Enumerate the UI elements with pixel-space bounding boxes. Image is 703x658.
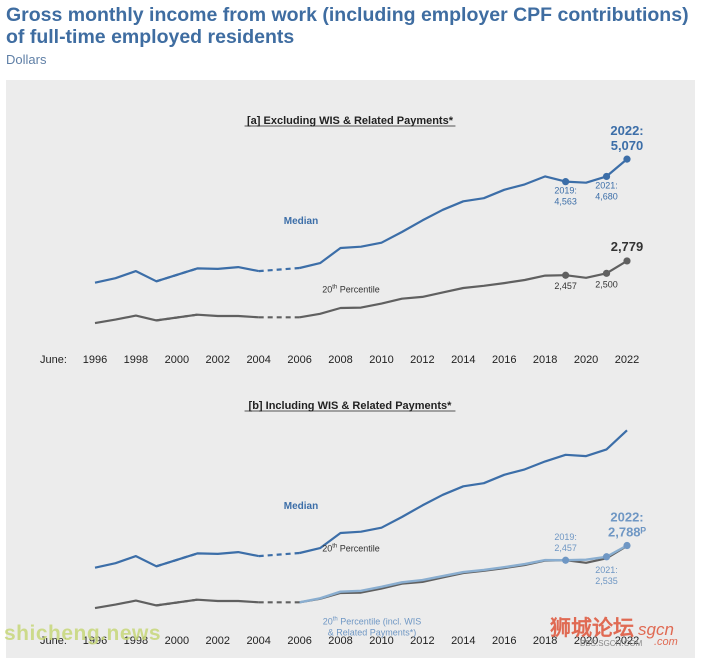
series-line xyxy=(299,544,628,604)
data-point-label: 2,779 xyxy=(611,239,644,254)
forum-logo: 狮城论坛 sgcn .com BBS.SGCN.COM xyxy=(550,612,678,648)
data-point-label: 2022: xyxy=(610,510,643,525)
data-point-marker xyxy=(562,178,570,186)
watermark-text: shicheng.news xyxy=(4,622,162,645)
data-point-marker xyxy=(602,553,611,561)
series-dashed-line xyxy=(156,267,198,283)
series-dashed-line xyxy=(156,313,198,322)
data-point-marker xyxy=(623,155,631,163)
x-tick-label: 2010 xyxy=(369,354,393,366)
data-point-marker xyxy=(562,271,570,279)
series-dashed-line xyxy=(156,552,198,568)
data-point-marker xyxy=(602,172,611,181)
x-tick-label: 2012 xyxy=(410,354,434,366)
series-label-median: Median xyxy=(284,501,318,512)
x-tick-label: 2004 xyxy=(246,635,270,647)
data-point-label: 2,535 xyxy=(595,576,618,586)
data-point-marker xyxy=(602,269,611,277)
x-tick-label: 2020 xyxy=(574,635,598,647)
charts-svg: [a] Excluding WIS & Related Payments* Jun… xyxy=(40,115,647,647)
chart-a-title: [a] Excluding WIS & Related Payments* xyxy=(247,115,454,127)
x-tick-label: 2000 xyxy=(165,354,189,366)
forum-logo-url: BBS.SGCN.COM xyxy=(580,639,643,648)
series-line xyxy=(299,259,628,319)
x-tick-label: 2002 xyxy=(206,635,230,647)
x-tick-label: 1998 xyxy=(124,635,148,647)
series-line xyxy=(94,313,259,325)
x-tick-label: 2018 xyxy=(533,354,557,366)
x-tick-label: 2022 xyxy=(615,635,639,647)
chart-panel: [a] Excluding WIS & Related Payments* Jun… xyxy=(6,80,695,658)
series-label-20th-incl: 20th Percentile (incl. WIS xyxy=(323,616,422,626)
x-tick-label: 2014 xyxy=(451,354,475,366)
x-prefix-label: June: xyxy=(40,635,67,647)
x-tick-label: 2002 xyxy=(206,354,230,366)
chart-title: Gross monthly income from work (includin… xyxy=(6,4,689,48)
x-tick-label: 2000 xyxy=(165,635,189,647)
data-point-label: 2,457 xyxy=(554,281,577,291)
data-point-label: 2,457 xyxy=(554,543,577,553)
x-tick-label: 1996 xyxy=(83,354,107,366)
x-prefix-label: June: xyxy=(40,354,67,366)
data-point-marker xyxy=(623,257,631,265)
series-dashed-line xyxy=(258,551,300,558)
series-line xyxy=(299,544,628,604)
forum-logo-brand: 狮城论坛 xyxy=(550,617,634,640)
data-point-label: 2019: xyxy=(554,532,577,542)
data-point-label: 2,500 xyxy=(595,279,618,289)
series-label-20th: 20th Percentile xyxy=(322,285,380,295)
series-label-20th-incl-line2: & Related Payments*) xyxy=(328,627,417,637)
series-label-20th: 20th Percentile xyxy=(322,544,380,554)
x-tick-label: 2020 xyxy=(574,354,598,366)
data-point-label: 4,563 xyxy=(554,197,577,207)
forum-logo-domain: sgcn xyxy=(638,620,674,639)
data-point-label: 2021: xyxy=(595,565,618,575)
data-point-label: 2019: xyxy=(554,186,577,196)
x-tick-label: 1996 xyxy=(83,635,107,647)
x-tick-label: 2006 xyxy=(287,354,311,366)
series-line xyxy=(299,158,628,270)
x-tick-label: 2018 xyxy=(533,635,557,647)
data-point-marker xyxy=(623,541,631,550)
x-tick-label: 2010 xyxy=(369,635,393,647)
data-point-label: 2,788ᴾ xyxy=(608,525,647,540)
data-point-label: 2022: xyxy=(610,123,643,138)
x-tick-label: 2022 xyxy=(615,354,639,366)
data-point-label: 5,070 xyxy=(611,138,644,153)
units-label: Dollars xyxy=(6,52,47,67)
series-line xyxy=(299,429,628,555)
chart-a: [a] Excluding WIS & Related Payments* Jun… xyxy=(40,115,644,366)
x-tick-label: 2008 xyxy=(328,354,352,366)
data-point-label: 2021: xyxy=(595,180,618,190)
series-dashed-line xyxy=(258,266,300,273)
x-tick-label: 2012 xyxy=(410,635,434,647)
x-tick-label: 2006 xyxy=(287,635,311,647)
x-tick-label: 2004 xyxy=(246,354,270,366)
data-point-marker xyxy=(562,556,570,564)
data-point-label: 4,680 xyxy=(595,191,618,201)
series-line xyxy=(94,598,259,610)
chart-b: [b] Including WIS & Related Payments* Jun… xyxy=(40,400,647,647)
x-tick-label: 2016 xyxy=(492,635,516,647)
x-tick-label: 2016 xyxy=(492,354,516,366)
series-label-median: Median xyxy=(284,216,318,227)
forum-logo-com: .com xyxy=(654,636,678,648)
series-dashed-line xyxy=(156,598,198,607)
x-tick-label: 2008 xyxy=(328,635,352,647)
x-tick-label: 2014 xyxy=(451,635,475,647)
x-tick-label: 1998 xyxy=(124,354,148,366)
chart-b-title: [b] Including WIS & Related Payments* xyxy=(249,400,453,412)
